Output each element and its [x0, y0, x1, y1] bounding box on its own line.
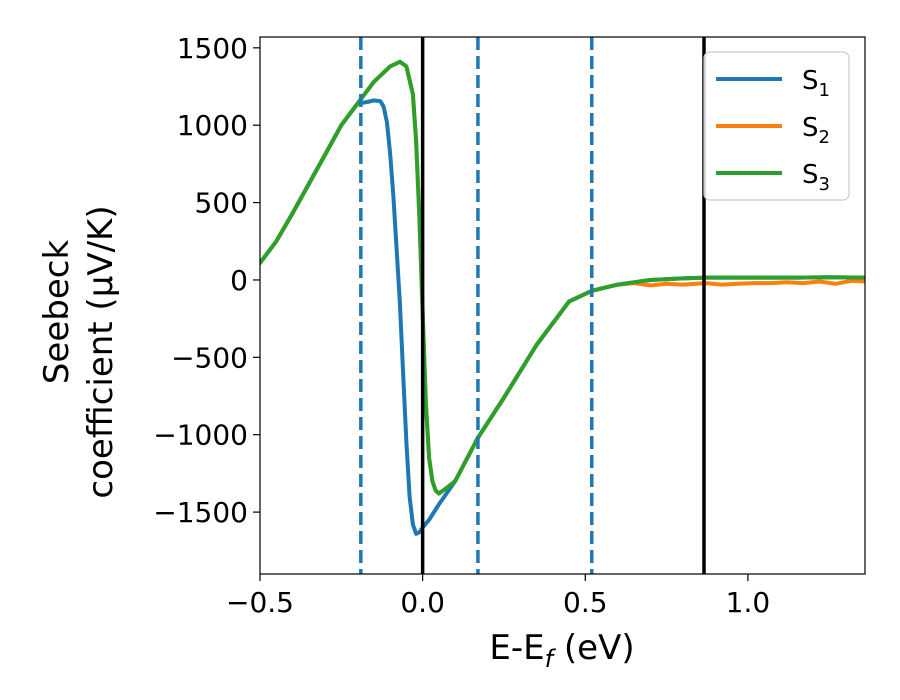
y-axis-label-line1: Seebeck: [37, 240, 77, 385]
legend-label-s2: S2: [802, 113, 830, 148]
y-tick-label: −500: [171, 341, 248, 374]
series-line-s3: [260, 59, 865, 496]
y-tick-label: −1500: [153, 496, 248, 529]
y-tick-label: −1000: [153, 419, 248, 452]
x-axis-label-tail: (eV): [553, 628, 635, 668]
y-tick-label: 1500: [177, 32, 248, 65]
ticks: −0.5 0.0 0.5 1.0 −1500 −1000 −500 0 500 1000 1500: [153, 32, 770, 619]
x-tick-label: 1.0: [726, 586, 771, 619]
x-tick-label: 0.5: [563, 586, 608, 619]
axes-frame: [259, 36, 866, 575]
legend-label-s3: S3: [802, 160, 830, 195]
axes: [259, 36, 866, 575]
legend-label-s1: S1: [802, 66, 830, 101]
legend: S1 S2 S3: [703, 51, 850, 201]
y-axis-label-line2: coefficient (μV/K): [81, 205, 121, 498]
x-tick-label: 0.0: [400, 586, 445, 619]
y-tick-label: 500: [195, 187, 248, 220]
y-tick-label: 1000: [177, 109, 248, 142]
x-axis-label: E-Ef (eV): [489, 628, 634, 673]
x-tick-label: −0.5: [226, 586, 294, 619]
y-tick-label: 0: [230, 264, 248, 297]
